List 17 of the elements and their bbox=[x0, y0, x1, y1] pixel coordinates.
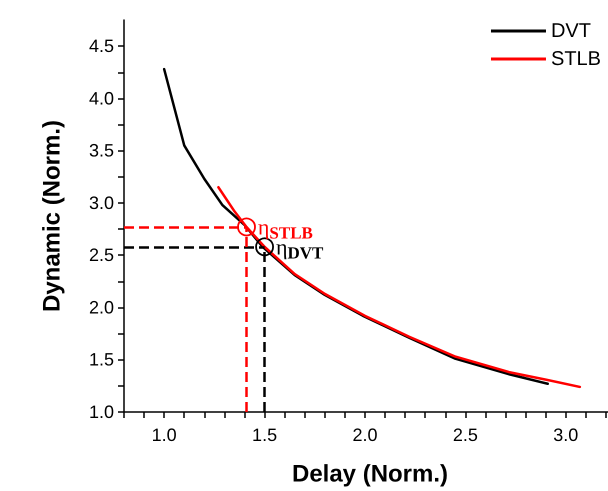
x-tick-label: 2.0 bbox=[352, 425, 378, 445]
x-axis-title: Delay (Norm.) bbox=[292, 460, 448, 488]
y-tick-label: 1.5 bbox=[88, 350, 114, 370]
x-tick-label: 1.0 bbox=[152, 425, 177, 445]
x-tick-label: 3.0 bbox=[553, 425, 578, 445]
y-tick-label: 2.0 bbox=[88, 297, 114, 318]
y-tick-label: 3.5 bbox=[88, 140, 114, 161]
y-tick-label: 3.0 bbox=[88, 192, 114, 213]
y-tick-label: 4.0 bbox=[88, 88, 114, 108]
x-tick-label: 1.5 bbox=[252, 425, 278, 445]
y-tick-label: 1.0 bbox=[88, 402, 114, 422]
legend-label: STLB bbox=[550, 48, 602, 70]
x-tick-label: 2.5 bbox=[452, 425, 478, 445]
legend-label: DVT bbox=[550, 20, 591, 42]
y-tick-label: 2.5 bbox=[88, 245, 114, 266]
y-axis-title: Dynamic (Norm.) bbox=[38, 120, 66, 312]
y-tick-label: 4.5 bbox=[88, 36, 114, 56]
